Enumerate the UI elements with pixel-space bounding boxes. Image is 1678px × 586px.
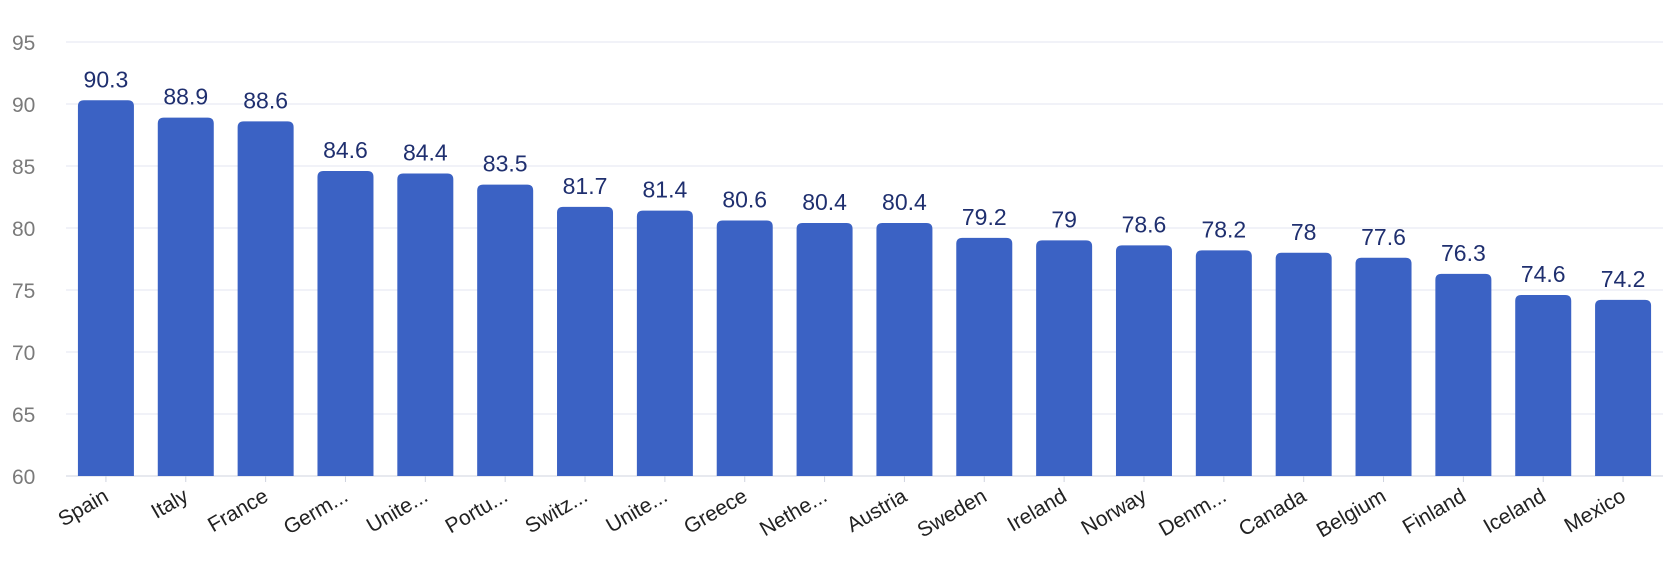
x-tick-label: Portu... [442, 484, 512, 538]
x-tick-label: Nethe... [756, 484, 831, 541]
bar[interactable] [876, 223, 933, 476]
y-tick-label: 90 [12, 94, 35, 117]
data-label: 88.6 [243, 87, 288, 113]
y-tick-label: 95 [12, 32, 35, 55]
bar[interactable] [1355, 257, 1412, 476]
x-tick-label: Sweden [914, 484, 991, 542]
bar[interactable] [796, 223, 853, 476]
y-tick-label: 60 [12, 466, 35, 489]
bar[interactable] [956, 237, 1013, 476]
bar[interactable] [1435, 273, 1492, 476]
x-tick-label: Spain [54, 484, 112, 531]
x-tick-label: France [204, 484, 272, 537]
x-tick-label: Canada [1235, 484, 1310, 541]
data-label: 77.6 [1361, 224, 1406, 250]
x-tick-label: Germ... [280, 484, 352, 539]
bars [77, 100, 1652, 477]
y-tick-label: 80 [12, 218, 35, 241]
bar[interactable] [1195, 250, 1252, 476]
data-label: 80.4 [802, 189, 847, 215]
data-labels: 90.3 88.9 88.6 84.6 84.4 83.5 81.7 81.4 80.6 80.4… [84, 66, 1646, 292]
x-tick-label: Italy [147, 484, 192, 523]
data-label: 79.2 [962, 204, 1007, 230]
x-tick-label: Unite... [363, 484, 432, 537]
x-tick-label: Unite... [602, 484, 671, 537]
data-label: 88.9 [163, 84, 208, 110]
y-tick-label: 70 [12, 342, 35, 365]
data-label: 74.6 [1521, 261, 1566, 287]
y-tick-label: 65 [12, 404, 35, 427]
x-tick-label: Mexico [1560, 484, 1629, 537]
grid-lines [66, 41, 1663, 477]
data-label: 78.2 [1201, 216, 1246, 242]
bar[interactable] [1515, 294, 1572, 476]
x-tick-label: Ireland [1004, 484, 1071, 536]
bar[interactable] [1275, 252, 1332, 476]
data-label: 83.5 [483, 151, 528, 177]
x-tick-label: Belgium [1313, 484, 1390, 542]
data-label: 74.2 [1601, 266, 1646, 292]
bar[interactable] [237, 121, 294, 477]
data-label: 79 [1051, 206, 1077, 232]
bar[interactable] [1036, 240, 1093, 476]
y-tick-label: 75 [12, 280, 35, 303]
bar[interactable] [1595, 299, 1652, 476]
x-tick-label: Finland [1399, 484, 1470, 538]
bar[interactable] [77, 100, 134, 476]
data-label: 76.3 [1441, 240, 1486, 266]
y-axis-ticks: 60 65 70 75 80 85 90 95 [12, 32, 35, 489]
data-label: 84.4 [403, 139, 448, 165]
x-tick-label: Greece [680, 484, 751, 538]
bar[interactable] [1115, 245, 1172, 476]
x-tick-label: Norway [1077, 484, 1151, 540]
data-label: 80.6 [722, 187, 767, 213]
data-label: 81.7 [563, 173, 608, 199]
x-tick-label: Iceland [1480, 484, 1550, 538]
bar[interactable] [397, 173, 454, 476]
x-tick-label: Denm... [1155, 484, 1230, 541]
data-label: 80.4 [882, 189, 927, 215]
bar[interactable] [477, 184, 534, 476]
bar[interactable] [716, 220, 773, 476]
data-label: 90.3 [84, 66, 129, 92]
x-tick-label: Austria [843, 484, 911, 537]
data-label: 81.4 [642, 177, 687, 203]
x-axis-ticks: Spain Italy France Germ... Unite... Portu... S… [54, 476, 1630, 542]
x-tick-label: Switz... [521, 484, 591, 538]
bar[interactable] [636, 210, 693, 476]
bar[interactable] [557, 206, 614, 477]
data-label: 78.6 [1122, 211, 1167, 237]
data-label: 78 [1291, 219, 1317, 245]
bar[interactable] [157, 117, 214, 476]
bar[interactable] [317, 170, 374, 476]
data-label: 84.6 [323, 137, 368, 163]
y-tick-label: 85 [12, 156, 35, 179]
